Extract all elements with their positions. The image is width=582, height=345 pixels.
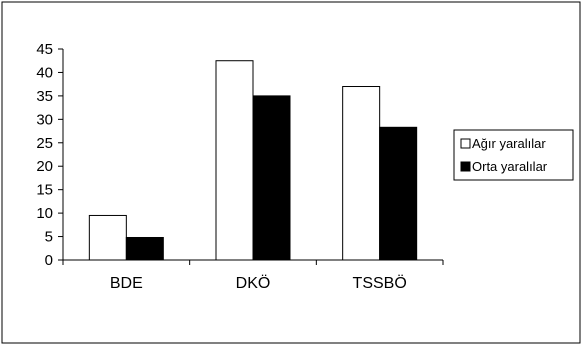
y-tick-label: 0 bbox=[45, 252, 53, 269]
bar-agir-2 bbox=[342, 86, 381, 261]
bar-agir-1 bbox=[215, 60, 254, 261]
x-categories: BDE DKÖ TSSBÖ bbox=[62, 260, 444, 292]
bar-agir-0 bbox=[88, 214, 127, 261]
y-tick-label: 5 bbox=[45, 229, 53, 246]
y-tick-label: 45 bbox=[36, 41, 53, 58]
bar-orta-2 bbox=[379, 126, 418, 261]
x-category-label: BDE bbox=[110, 275, 143, 292]
x-category-label: DKÖ bbox=[236, 274, 271, 292]
legend-label: Ağır yaralılar bbox=[472, 136, 546, 151]
bar-orta-0 bbox=[125, 236, 164, 261]
legend-label: Orta yaralılar bbox=[472, 159, 548, 174]
legend-box bbox=[453, 129, 574, 181]
legend-swatch bbox=[460, 161, 471, 172]
bars bbox=[88, 60, 418, 261]
y-tick-label: 35 bbox=[36, 88, 53, 105]
y-ticks: 0 5 10 15 20 25 30 35 40 45 bbox=[36, 41, 63, 269]
bar-orta-1 bbox=[252, 95, 291, 261]
y-tick-label: 25 bbox=[36, 135, 53, 152]
y-tick-label: 15 bbox=[36, 182, 53, 199]
y-tick-label: 40 bbox=[36, 64, 53, 81]
y-tick-label: 20 bbox=[36, 158, 53, 175]
x-category-label: TSSBÖ bbox=[353, 274, 407, 292]
y-tick-label: 30 bbox=[36, 111, 53, 128]
legend-swatch bbox=[460, 138, 471, 149]
legend: Ağır yaralılar Orta yaralılar bbox=[453, 129, 574, 181]
y-tick-label: 10 bbox=[36, 205, 53, 222]
